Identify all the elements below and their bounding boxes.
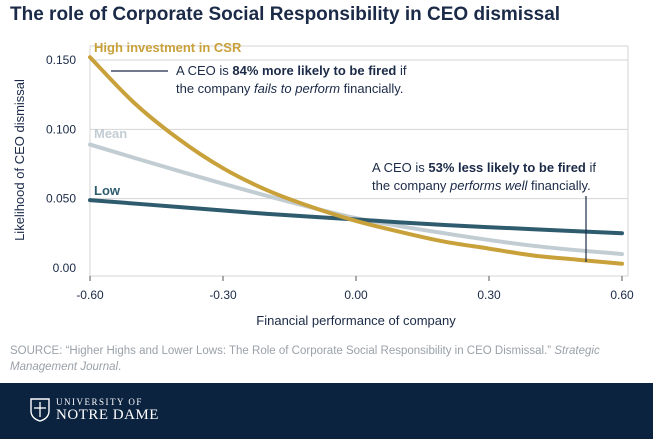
legend-layer: High investment in CSR Mean Low (94, 40, 242, 198)
source-journal: Strategic Management Journal (10, 345, 600, 373)
annotation-low-line2: the company performs well financially. (372, 178, 591, 193)
y-axis-label: Likelihood of CEO dismissal (12, 79, 27, 241)
x-tick-label: 0.60 (610, 288, 634, 302)
annotation-layer: A CEO is 84% more likely to be fired if t… (111, 63, 596, 262)
x-tick-label: -0.30 (209, 288, 237, 302)
x-tick-label: -0.60 (76, 288, 104, 302)
annotation-high-line2: the company fails to perform financially… (176, 81, 403, 96)
logo-line-1: UNIVERSITY OF (56, 397, 143, 407)
legend-label: High investment in CSR (94, 40, 242, 55)
x-axis-label: Financial performance of company (256, 313, 456, 328)
series-layer (88, 55, 624, 266)
x-tick-label: 0.30 (477, 288, 501, 302)
y-tick-label: 0.00 (53, 261, 77, 275)
source-note: SOURCE: “Higher Highs and Lower Lows: Th… (10, 343, 640, 375)
axis-layer: 0.00 0.050 0.100 0.150 -0.60 -0.30 0.00 0.30 0.6… (12, 53, 634, 328)
notre-dame-logo[interactable]: UNIVERSITY OF NOTRE DAME (30, 397, 159, 423)
source-prefix: SOURCE: “Higher Highs and Lower Lows: Th… (10, 345, 555, 357)
logo-line-2: NOTRE DAME (56, 407, 159, 423)
legend-label: Low (94, 183, 121, 198)
x-tick-label: 0.00 (344, 288, 368, 302)
legend-label: Mean (94, 126, 127, 141)
shield-icon (30, 398, 50, 422)
y-tick-label: 0.100 (46, 122, 76, 136)
grid-layer (89, 45, 629, 277)
annotation-low-line1: A CEO is 53% less likely to be fired if (372, 160, 596, 175)
y-tick-label: 0.050 (46, 192, 76, 206)
source-suffix: . (118, 361, 122, 373)
annotation-high-line1: A CEO is 84% more likely to be fired if (176, 63, 407, 78)
chart: 0.00 0.050 0.100 0.150 -0.60 -0.30 0.00 0.30 0.6… (12, 40, 634, 328)
footer-bar: UNIVERSITY OF NOTRE DAME (0, 383, 653, 439)
y-tick-label: 0.150 (46, 53, 76, 67)
page-title: The role of Corporate Social Responsibil… (10, 4, 561, 25)
series-line-0 (88, 55, 624, 266)
plot-frame (89, 45, 629, 277)
